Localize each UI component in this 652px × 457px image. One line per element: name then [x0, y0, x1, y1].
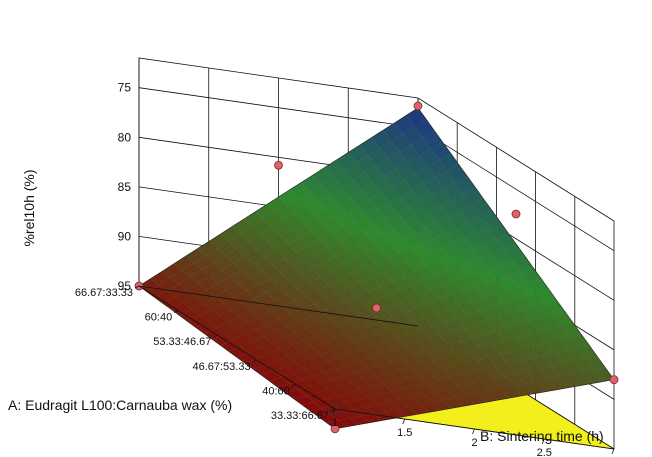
surface-cell	[231, 334, 253, 347]
surface-cell	[273, 293, 295, 308]
surface-cell	[452, 236, 474, 253]
x-tick-mark	[330, 408, 336, 412]
y-tick-mark	[472, 428, 475, 435]
z-axis-label: %rel10h (%)	[21, 169, 37, 246]
surface-cell	[354, 338, 375, 351]
surface-cell	[534, 342, 555, 357]
surface-cell	[345, 205, 367, 222]
surface-cell	[313, 298, 334, 313]
surface-cell	[249, 271, 270, 286]
design-point	[372, 303, 381, 313]
z-tick-label: 85	[118, 180, 132, 194]
y-tick-label: 2.5	[537, 447, 552, 457]
y-tick-label: 2	[471, 437, 477, 449]
surface-cell	[394, 378, 416, 390]
surface-cell	[230, 303, 252, 317]
surface-cell	[321, 176, 342, 194]
surface-cell	[370, 354, 391, 367]
surface-cell	[441, 366, 462, 379]
surface-cell	[312, 263, 333, 278]
design-point	[330, 424, 340, 434]
surface-cell	[419, 290, 440, 306]
surface-cell	[328, 386, 350, 397]
surface-cell	[387, 399, 409, 410]
surface-cell	[274, 205, 296, 222]
surface-cell	[504, 374, 525, 387]
design-point	[274, 160, 283, 170]
x-tick-label: 53.33:46.67	[153, 336, 211, 348]
surface-cell	[469, 381, 490, 394]
surface-cell	[416, 210, 438, 227]
x-tick-label: 60:40	[145, 312, 173, 324]
surface-cell	[537, 329, 559, 344]
surface-cell	[329, 411, 351, 421]
z-tick-label: 95	[118, 279, 132, 293]
surface-cell	[457, 384, 479, 396]
y-tick-mark	[402, 418, 406, 425]
y-tick-label: 1	[332, 417, 338, 429]
y-tick-mark	[332, 408, 336, 415]
z-tick-label: 75	[118, 81, 132, 95]
surface-cell	[371, 384, 393, 395]
surface-cell	[181, 262, 203, 278]
x-tick-mark	[174, 310, 179, 313]
design-points	[134, 101, 619, 434]
surface-cell	[373, 218, 395, 235]
surface-cell	[255, 324, 276, 337]
response-surface	[138, 107, 615, 430]
surface-cell	[386, 370, 408, 382]
surface-cell	[429, 246, 451, 263]
surface-cell	[334, 211, 355, 228]
surface-cell	[294, 328, 316, 342]
design-point-marker	[328, 402, 342, 416]
y-tick-label: 1.5	[397, 427, 412, 439]
surface-cell	[323, 257, 345, 272]
x-tick-label: 33.33:66.67	[271, 410, 329, 422]
z-tick-label: 90	[118, 229, 132, 243]
surface-cell	[411, 394, 432, 405]
surface-cell	[469, 257, 490, 274]
surface-cell	[351, 269, 373, 284]
surface-cell	[189, 269, 211, 284]
surface-cell	[446, 386, 467, 399]
x-tick-label: 66.67:33.33	[75, 287, 133, 299]
y-axis-label: B: Sintering time (h)	[480, 428, 604, 444]
x-tick-mark	[213, 334, 218, 338]
surface-cell	[207, 315, 228, 329]
box-edge	[138, 285, 419, 327]
x-axis-label: A: Eudragit L100:Carnauba wax (%)	[8, 397, 232, 413]
y-tick-mark	[611, 448, 615, 455]
surface-cell	[485, 279, 506, 295]
surface-cell	[329, 314, 351, 328]
surface-cell	[299, 231, 320, 247]
surface-cell	[491, 341, 512, 356]
surface-cell	[464, 231, 485, 248]
surface-cell	[327, 242, 348, 258]
x-tick-label: 40:60	[262, 385, 290, 397]
x-tick-mark	[134, 285, 140, 289]
x-tick-mark	[291, 384, 296, 387]
surface-cell	[492, 376, 514, 390]
x-tick-mark	[252, 359, 257, 363]
surface-cell	[411, 183, 433, 201]
surface-cell	[359, 277, 381, 293]
surface-cell	[290, 308, 311, 322]
design-point	[609, 375, 619, 385]
x-tick-label: 46.67:53.33	[192, 361, 250, 373]
surface-cell	[460, 247, 482, 263]
tick-labels: 95 90 85 80 75 66.67:33.33 60:40 53.33:46.67 46.…	[75, 81, 615, 457]
design-point	[413, 101, 423, 111]
design-point	[511, 209, 521, 219]
surface-cell	[422, 276, 444, 292]
y-tick-mark	[541, 438, 545, 445]
z-tick-label: 80	[118, 130, 132, 144]
